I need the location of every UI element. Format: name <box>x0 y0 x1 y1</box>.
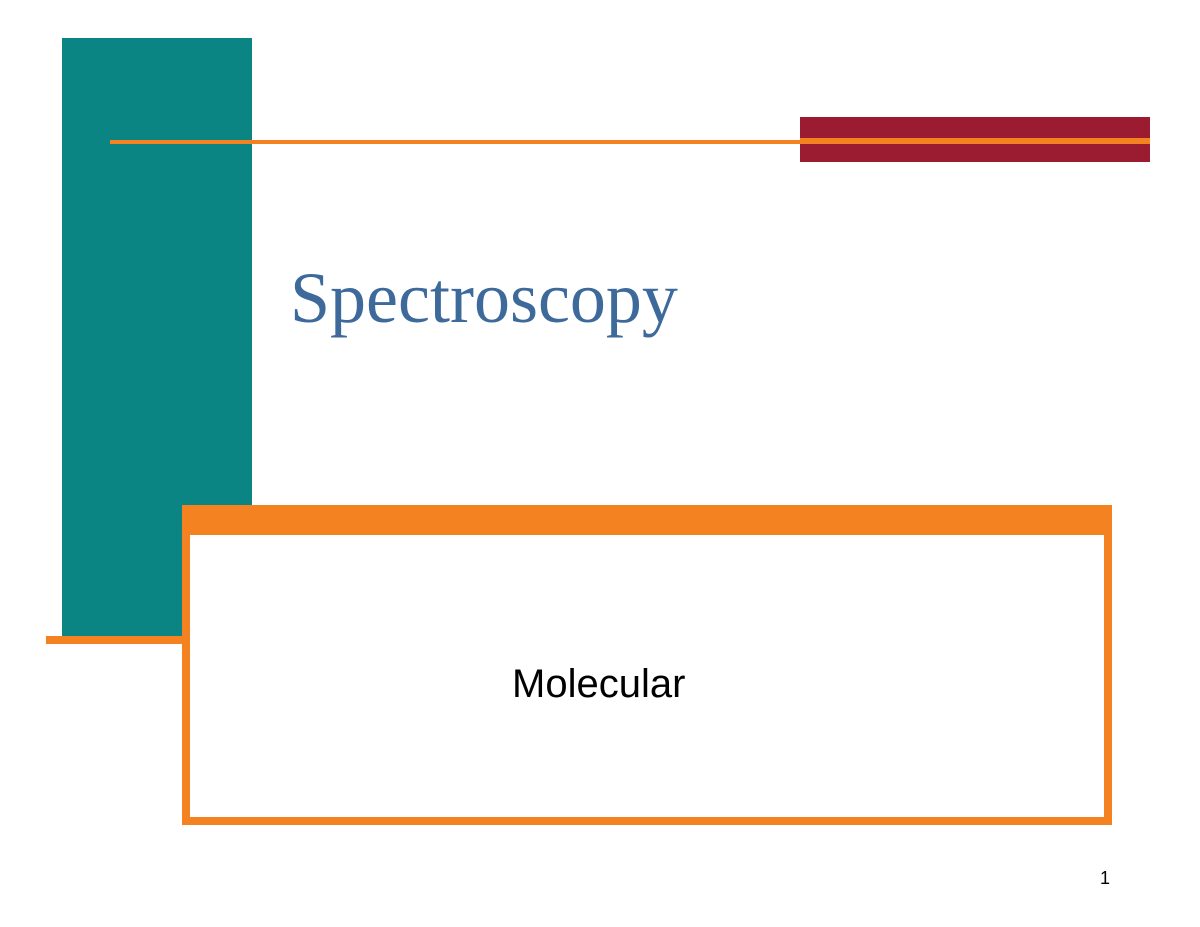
slide-title: Spectroscopy <box>290 257 678 340</box>
subtitle-box-top-bar <box>190 513 1104 535</box>
page-number: 1 <box>1100 868 1110 889</box>
slide-subtitle: Molecular <box>512 662 685 707</box>
orange-line-in-red-block <box>800 138 1150 141</box>
orange-bottom-accent-line <box>46 636 186 644</box>
